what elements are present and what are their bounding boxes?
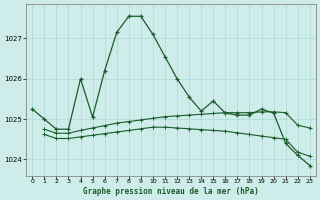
X-axis label: Graphe pression niveau de la mer (hPa): Graphe pression niveau de la mer (hPa) xyxy=(83,187,259,196)
